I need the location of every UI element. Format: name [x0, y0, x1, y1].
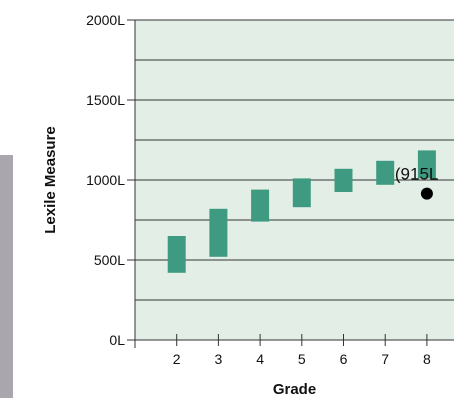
x-tick-label: 7 [381, 351, 389, 367]
y-tick-label: 0L [109, 332, 125, 348]
range-bar-grade-4 [251, 189, 270, 222]
x-tick-label: 5 [298, 351, 306, 367]
x-tick-label: 3 [215, 351, 223, 367]
range-bars [167, 150, 436, 273]
side-tab-strip [0, 155, 13, 398]
x-tick-label: 6 [340, 351, 348, 367]
y-axis-title: Lexile Measure [42, 126, 59, 234]
x-tick-label: 4 [256, 351, 264, 367]
range-bar-grade-3 [209, 208, 228, 257]
range-bar-grade-6 [334, 168, 353, 192]
x-tick-label: 8 [423, 351, 431, 367]
range-bar-grade-2 [167, 236, 186, 273]
y-tick-label: 1000L [86, 172, 125, 188]
y-tick-label: 1500L [86, 92, 125, 108]
range-bar-grade-5 [292, 178, 311, 208]
gridlines [135, 19, 454, 341]
marker-callout-label: (915L [395, 165, 438, 184]
marker-layer: (915L [395, 165, 438, 200]
marker-point [420, 187, 433, 200]
y-tick-label: 500L [94, 252, 125, 268]
y-tick-label: 2000L [86, 12, 125, 28]
range-bar-grade-7 [376, 160, 395, 185]
axes: 0L 500L 1000L 1500L 2000L 2 3 4 5 6 7 8 [86, 12, 431, 367]
x-axis-title: Grade [273, 381, 316, 398]
x-tick-label: 2 [173, 351, 181, 367]
range-bar-grade-8 [417, 150, 436, 179]
